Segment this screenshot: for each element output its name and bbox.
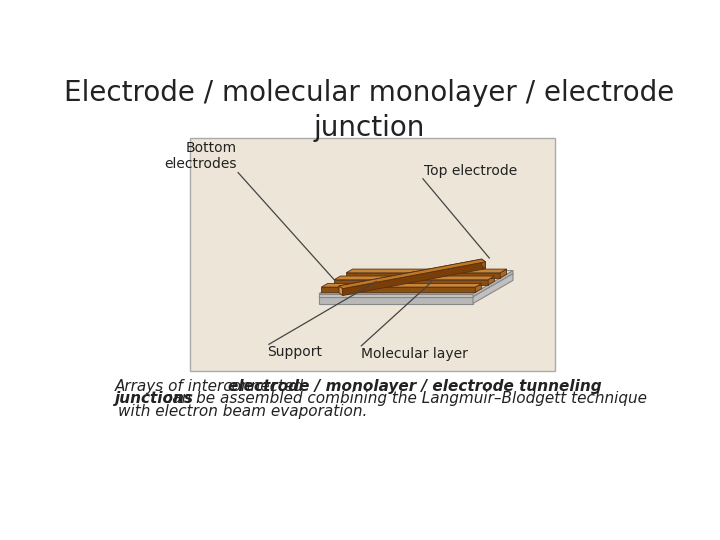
Bar <box>190 138 555 372</box>
Polygon shape <box>500 269 507 278</box>
Polygon shape <box>319 294 473 296</box>
Polygon shape <box>339 286 343 295</box>
Text: Support: Support <box>267 345 323 359</box>
Text: Electrode / molecular monolayer / electrode
junction: Electrode / molecular monolayer / electr… <box>64 79 674 143</box>
Text: can be assembled combining the Langmuir–Blodgett technique: can be assembled combining the Langmuir–… <box>158 392 647 406</box>
Text: Top electrode: Top electrode <box>425 164 518 178</box>
Polygon shape <box>482 259 485 269</box>
Polygon shape <box>319 273 513 296</box>
Polygon shape <box>346 269 507 273</box>
Text: Molecular layer: Molecular layer <box>361 347 468 361</box>
Text: junctions: junctions <box>115 392 194 406</box>
Polygon shape <box>473 271 513 296</box>
Text: electrode / monolayer / electrode tunneling: electrode / monolayer / electrode tunnel… <box>228 379 601 394</box>
Polygon shape <box>488 276 495 285</box>
Polygon shape <box>346 273 500 278</box>
Text: with electron beam evaporation.: with electron beam evaporation. <box>118 403 367 418</box>
Polygon shape <box>334 280 488 285</box>
Text: Bottom
electrodes: Bottom electrodes <box>164 141 237 171</box>
Polygon shape <box>339 259 485 288</box>
Polygon shape <box>475 284 482 292</box>
Polygon shape <box>321 287 475 292</box>
Text: Arrays of interconnected: Arrays of interconnected <box>115 379 309 394</box>
Polygon shape <box>343 262 485 295</box>
Polygon shape <box>334 276 495 280</box>
Polygon shape <box>319 296 473 303</box>
Polygon shape <box>339 259 482 293</box>
Polygon shape <box>319 271 513 294</box>
Polygon shape <box>321 284 482 287</box>
Polygon shape <box>473 273 513 303</box>
